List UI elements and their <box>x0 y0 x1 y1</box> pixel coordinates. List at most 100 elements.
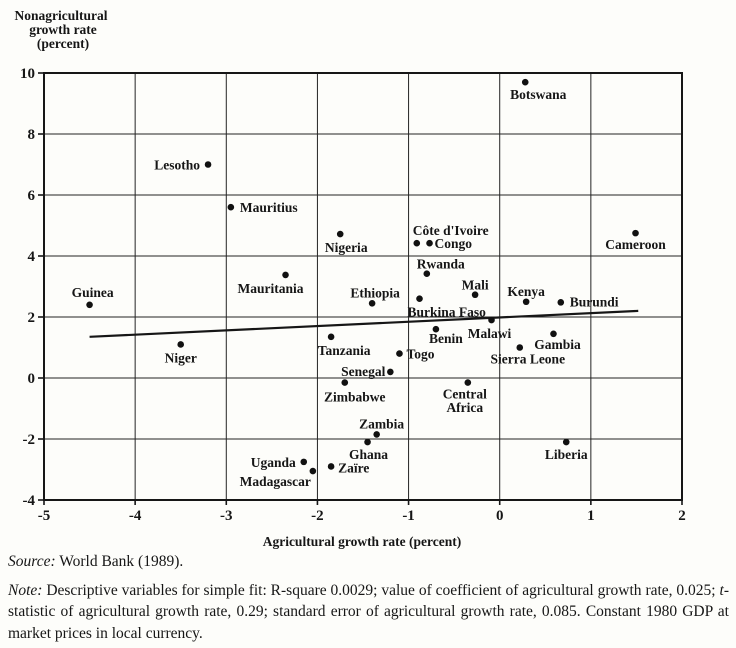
point-label-line: Mauritania <box>238 281 304 296</box>
y-axis-title: Nonagricultural growth rate (percent) <box>15 8 108 51</box>
data-point-benin <box>432 325 440 333</box>
data-points: Botswana Lesotho Mauritius Cameroon Nigeria C… <box>72 78 666 489</box>
point-label-line: Niger <box>165 350 197 365</box>
point-label-line: Gambia <box>534 337 581 352</box>
note-label: Note: <box>8 582 43 599</box>
data-point-mali <box>471 291 479 299</box>
point-label-botswana: Botswana <box>510 87 567 102</box>
data-point-niger <box>177 341 185 348</box>
data-point-congo <box>426 239 433 247</box>
scatter-plot-svg: Nonagricultural growth rate (percent) -5… <box>15 8 686 549</box>
point-label-malawi: Malawi <box>468 326 512 341</box>
data-point-sierra-leone <box>516 344 524 351</box>
point-label-madagascar: Madagascar <box>240 474 311 489</box>
point-label-line: Mali <box>462 278 489 293</box>
point-label-zimbabwe: Zimbabwe <box>324 390 386 405</box>
point-label-line: Cameroon <box>605 237 666 252</box>
point-label-burkina-faso: Burkina Faso <box>408 305 487 320</box>
point-label-line: Kenya <box>507 284 545 299</box>
point-label-zambia: Zambia <box>359 416 404 431</box>
note-paragraph: Note: Descriptive variables for simple f… <box>8 580 729 644</box>
x-tick-label-1: 1 <box>587 508 595 524</box>
point-label-ghana: Ghana <box>349 447 388 462</box>
data-point-madagascar <box>309 467 317 475</box>
point-label-line: Africa <box>446 400 483 415</box>
y-tick-label--2: -2 <box>23 432 36 448</box>
point-label-line: Uganda <box>251 455 296 470</box>
point-label-line: Rwanda <box>417 257 465 272</box>
y-tick-label-10: 10 <box>20 66 35 82</box>
point-label-mauritius: Mauritius <box>240 200 298 215</box>
point-label-tanzania: Tanzania <box>318 343 371 358</box>
gridlines <box>43 72 683 501</box>
data-point-kenya <box>522 298 530 306</box>
point-label-cameroon: Cameroon <box>605 237 666 252</box>
x-tick-label--5: -5 <box>38 508 51 524</box>
point-label-kenya: Kenya <box>507 284 545 299</box>
point-label-line: Congo <box>435 236 473 251</box>
point-label-line: Ghana <box>349 447 388 462</box>
point-label-sierra-leone: Sierra Leone <box>490 352 565 367</box>
note-text-1: Descriptive variables for simple fit: R-… <box>42 582 720 599</box>
point-label-senegal: Senegal <box>341 364 386 379</box>
data-point-nigeria <box>336 230 344 238</box>
point-label-guinea: Guinea <box>72 285 114 300</box>
point-label-line: Tanzania <box>318 343 371 358</box>
data-point-ghana <box>364 438 371 446</box>
point-label-central-africa: Central Africa <box>443 387 487 416</box>
data-point-malawi <box>488 316 495 324</box>
point-label-line: Burkina Faso <box>408 305 487 320</box>
note-text-2: -statistic of agricultural growth rate, … <box>8 582 729 642</box>
data-point-cote-d-ivoire <box>413 239 421 247</box>
data-point-tanzania <box>327 333 335 341</box>
x-tick-labels: -5 -4 -3 -2 -1 0 1 2 <box>38 508 686 524</box>
data-point-mauritania <box>282 271 289 279</box>
x-tick-label--2: -2 <box>311 508 324 524</box>
point-label-line: Botswana <box>510 87 567 102</box>
point-label-line: Burundi <box>570 294 619 309</box>
source-line: Source: World Bank (1989). <box>8 552 728 573</box>
x-tick-label--3: -3 <box>220 508 233 524</box>
data-point-burundi <box>557 299 565 306</box>
point-label-congo: Congo <box>435 236 473 251</box>
data-point-zimbabwe <box>341 379 349 386</box>
regression-fit-line <box>89 309 639 338</box>
y-tick-labels: 10 8 6 4 2 0 -2 -4 <box>20 66 36 509</box>
data-point-uganda <box>300 458 308 466</box>
point-label-line: Zambia <box>359 416 404 431</box>
y-tick-label-0: 0 <box>28 371 36 387</box>
point-label-line: Madagascar <box>240 474 311 489</box>
point-label-rwanda: Rwanda <box>417 257 465 272</box>
data-point-rwanda <box>423 270 431 277</box>
point-label-line: Benin <box>429 331 463 346</box>
point-label-line: Ethiopia <box>350 285 400 300</box>
point-label-burundi: Burundi <box>570 294 619 309</box>
data-point-liberia <box>562 438 570 446</box>
point-label-line: Guinea <box>72 285 114 300</box>
x-tick-label--1: -1 <box>402 508 415 524</box>
point-label-togo: Togo <box>406 347 434 362</box>
data-point-mauritius <box>227 203 235 211</box>
point-label-line: Sierra Leone <box>490 352 565 367</box>
point-label-line: Malawi <box>468 326 512 341</box>
data-point-botswana <box>521 78 529 86</box>
point-label-line: Togo <box>406 347 434 362</box>
data-point-central-africa <box>464 379 472 386</box>
y-tick-label-8: 8 <box>28 127 36 143</box>
point-label-gambia: Gambia <box>534 337 581 352</box>
data-point-cameroon <box>632 229 639 237</box>
point-label-line: Zaïre <box>338 460 369 475</box>
data-point-senegal <box>387 368 394 376</box>
point-label-nigeria: Nigeria <box>325 240 368 255</box>
data-point-togo <box>396 350 403 357</box>
point-label-lesotho: Lesotho <box>154 158 200 173</box>
y-axis-title-line-1: Nonagricultural <box>15 8 108 23</box>
source-label: Source: <box>8 553 56 570</box>
point-label-ethiopia: Ethiopia <box>350 285 400 300</box>
data-point-zambia <box>373 431 380 438</box>
note-italic-t: t <box>719 582 724 599</box>
point-label-liberia: Liberia <box>545 447 588 462</box>
point-label-uganda: Uganda <box>251 455 296 470</box>
point-label-mali: Mali <box>462 278 489 293</box>
